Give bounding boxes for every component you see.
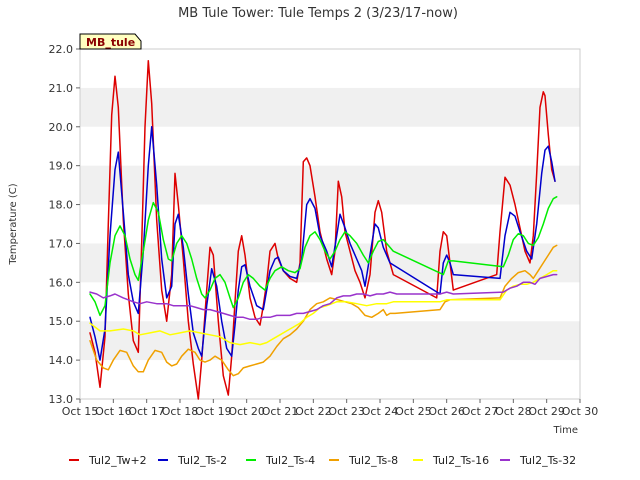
site-badge-box	[79, 33, 142, 50]
x-tick-label-6: Oct 21	[262, 405, 299, 418]
x-tick-label-1: Oct 16	[95, 405, 132, 418]
x-tick-label-4: Oct 19	[195, 405, 232, 418]
y-axis-ticks: 13.0 14.0 15.0 16.0 17.0 18.0 19.0 20.0 21.0 22.0	[49, 43, 80, 406]
legend-label-3: Tul2_Ts-8	[348, 454, 398, 467]
y-tick-label-0: 13.0	[49, 393, 74, 406]
plot-band-3	[80, 87, 580, 127]
x-tick-label-0: Oct 15	[62, 405, 99, 418]
plot-frame	[79, 48, 581, 400]
x-tick-label-11: Oct 26	[428, 405, 465, 418]
x-tick-label-8: Oct 23	[328, 405, 365, 418]
chart-title: MB Tule Tower: Tule Temps 2 (3/23/17-now…	[178, 6, 458, 21]
y-tick-label-5: 18.0	[49, 199, 74, 212]
legend: Tul2_Tw+2 Tul2_Ts-2 Tul2_Ts-4 Tul2_Ts-8 Tul2…	[69, 454, 576, 467]
y-tick-label-6: 19.0	[49, 160, 74, 173]
x-tick-label-15: Oct 30	[562, 405, 599, 418]
plot-band-0	[80, 321, 580, 361]
x-tick-label-10: Oct 25	[395, 405, 432, 418]
legend-label-5: Tul2_Ts-32	[519, 454, 576, 467]
x-tick-label-5: Oct 20	[228, 405, 265, 418]
y-tick-label-7: 20.0	[49, 121, 74, 134]
x-tick-label-3: Oct 18	[162, 405, 199, 418]
plot-band-2	[80, 165, 580, 205]
legend-label-2: Tul2_Ts-4	[265, 454, 315, 467]
plot-background-bands	[80, 87, 580, 361]
series-line-5	[89, 273, 558, 321]
x-tick-label-14: Oct 29	[528, 405, 565, 418]
x-tick-label-7: Oct 22	[295, 405, 332, 418]
y-tick-label-9: 22.0	[49, 43, 74, 56]
y-tick-label-4: 17.0	[49, 237, 74, 250]
legend-label-0: Tul2_Tw+2	[88, 454, 147, 467]
x-axis-label: Time	[553, 425, 578, 436]
y-axis-label: Temperature (C)	[8, 183, 19, 265]
series-lines	[89, 59, 558, 400]
site-badge-label: MB_tule	[86, 36, 135, 49]
legend-label-4: Tul2_Ts-16	[432, 454, 489, 467]
x-tick-label-9: Oct 24	[362, 405, 399, 418]
x-tick-label-2: Oct 17	[128, 405, 165, 418]
x-tick-label-13: Oct 28	[495, 405, 532, 418]
y-tick-label-1: 14.0	[49, 354, 74, 367]
y-tick-label-3: 16.0	[49, 276, 74, 289]
y-tick-label-8: 21.0	[49, 82, 74, 95]
series-line-2	[89, 196, 558, 317]
legend-label-1: Tul2_Ts-2	[177, 454, 227, 467]
y-tick-label-2: 15.0	[49, 315, 74, 328]
x-tick-label-12: Oct 27	[462, 405, 499, 418]
series-line-3	[89, 244, 558, 377]
site-badge: MB_tule	[79, 33, 142, 50]
series-line-1	[89, 126, 556, 361]
